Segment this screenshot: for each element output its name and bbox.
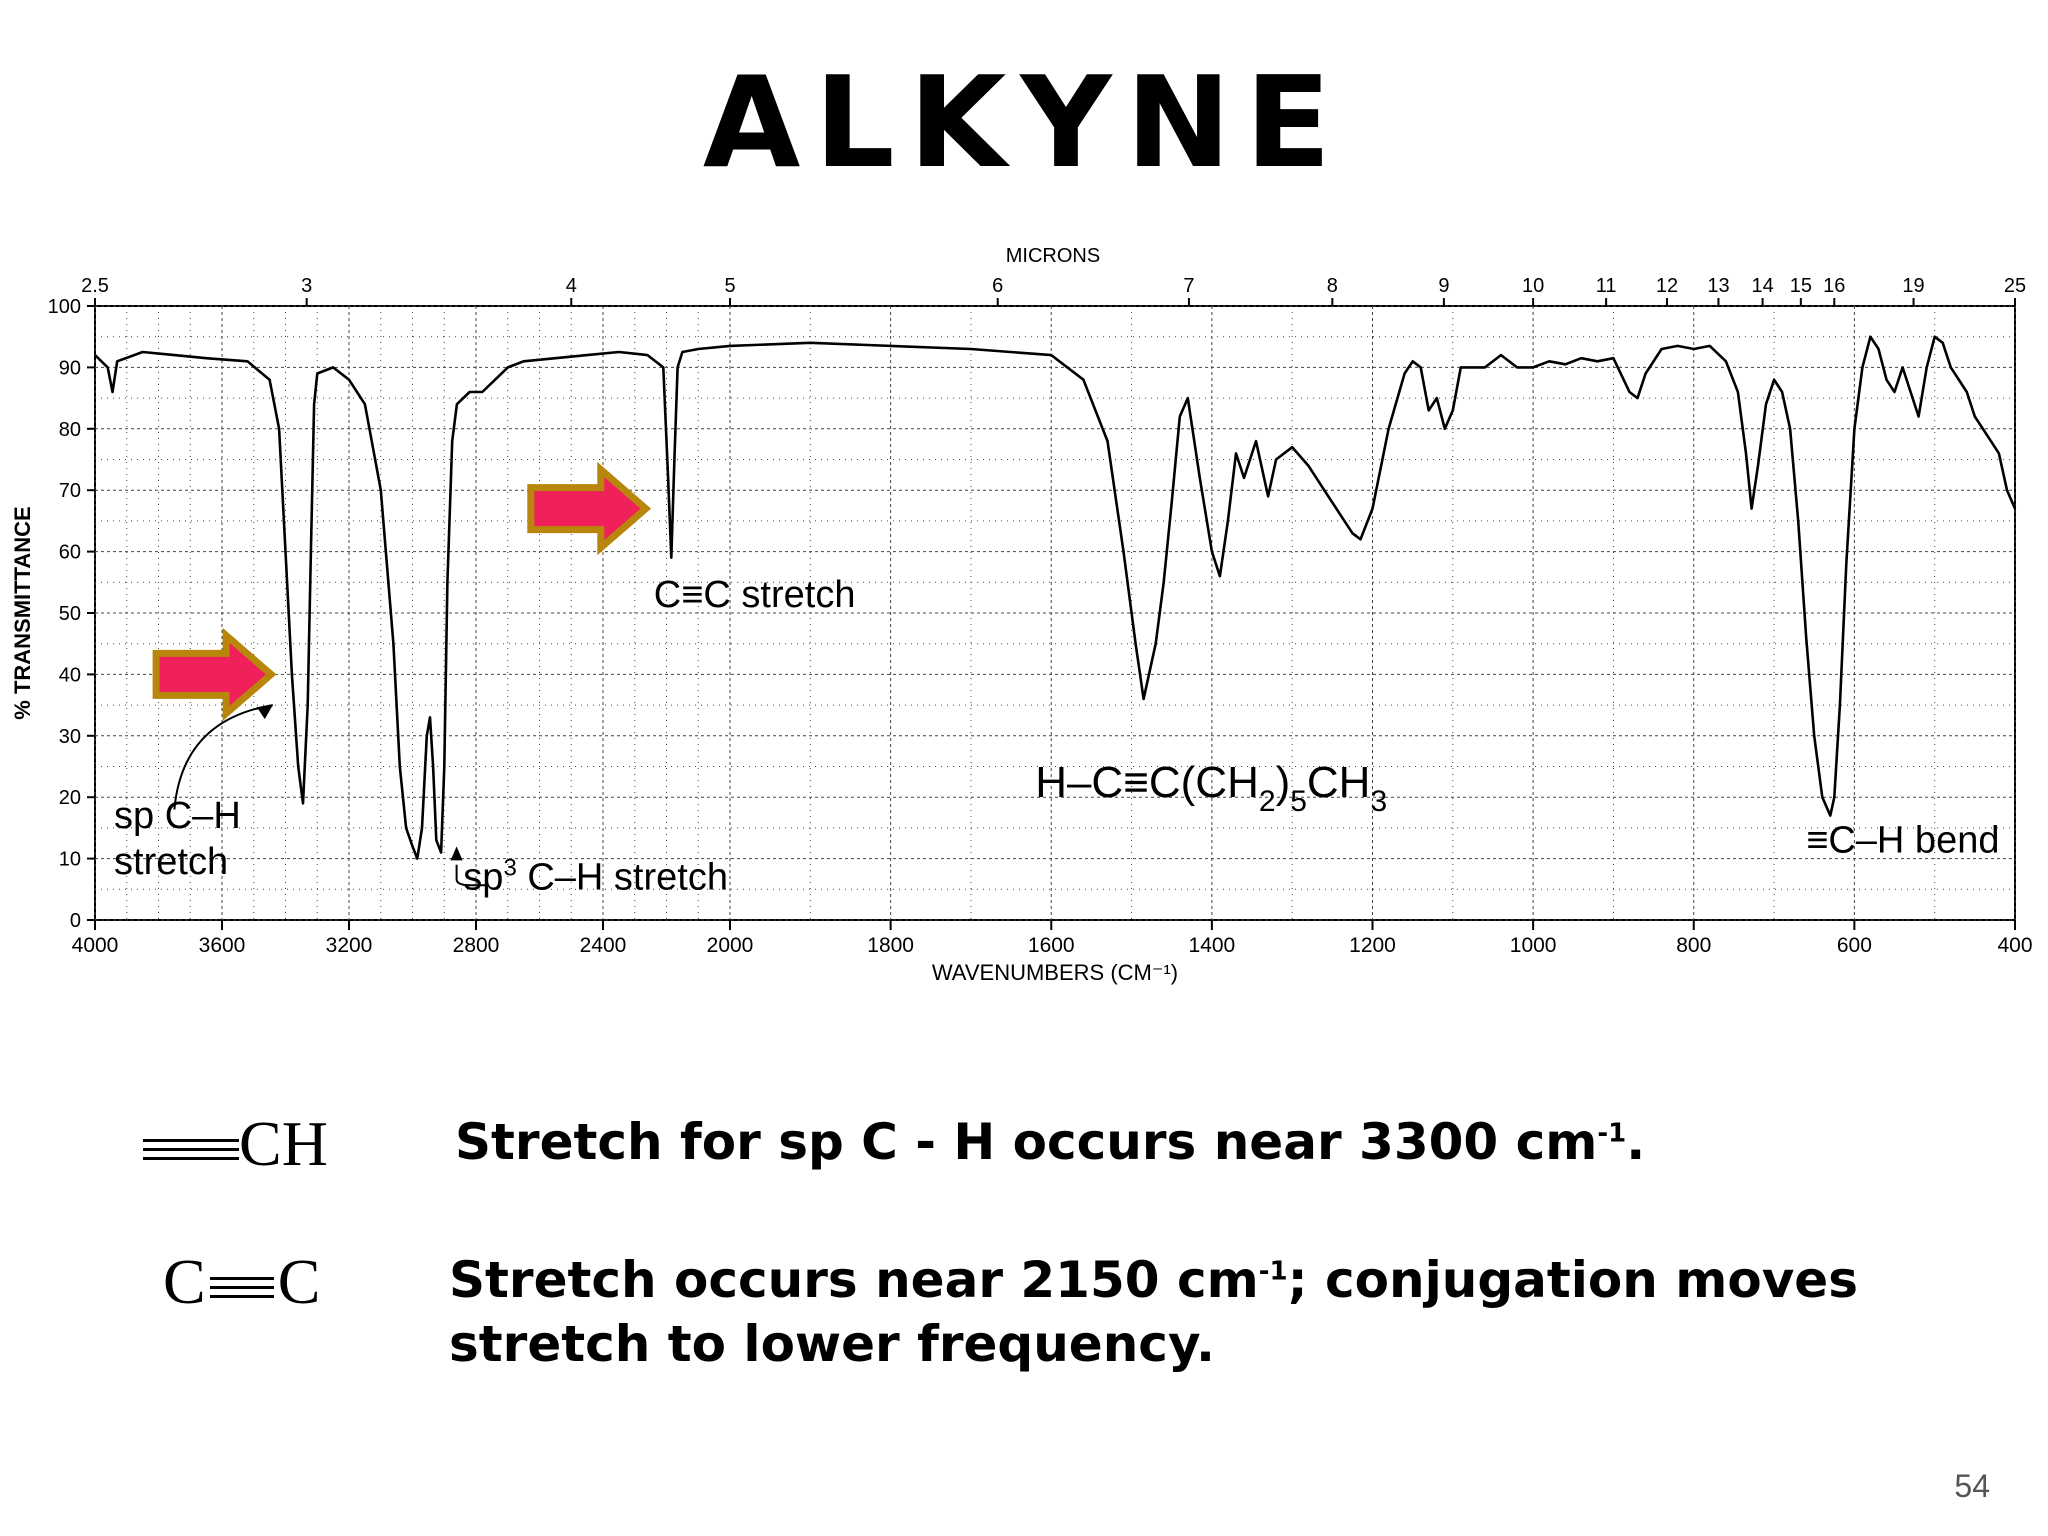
terminal-alkyne-symbol: CH <box>143 1112 328 1176</box>
ch-symbol-text: CH <box>239 1108 328 1179</box>
sp3-annotation: sp3 C–H stretch <box>463 854 728 898</box>
micron-tick-label: 16 <box>1823 275 1845 297</box>
micron-tick-label: 12 <box>1656 275 1678 297</box>
sp-ch-description: Stretch for sp C - H occurs near 3300 cm… <box>455 1113 1646 1171</box>
x-tick-label: 1800 <box>867 934 914 957</box>
micron-tick-label: 25 <box>2004 275 2026 297</box>
y-axis-label: % TRANSMITTANCE <box>10 506 35 719</box>
peak-annotation: sp C–H <box>114 795 241 837</box>
highlight-arrow-icon <box>527 461 652 556</box>
sp-ch-pointer <box>173 704 273 810</box>
x-tick-label: 1600 <box>1028 934 1075 957</box>
y-tick-label: 10 <box>59 849 81 871</box>
c-right-text: C <box>277 1246 321 1317</box>
triple-bond-icon <box>143 1137 239 1163</box>
x-tick-label: 2400 <box>580 934 627 957</box>
x-tick-label: 800 <box>1676 934 1711 957</box>
micron-tick-label: 8 <box>1327 275 1338 297</box>
x-tick-label: 400 <box>1997 934 2032 957</box>
x-tick-label: 1200 <box>1349 934 1396 957</box>
x-tick-label: 3200 <box>326 934 373 957</box>
sp3-bracket <box>455 864 486 887</box>
sp3-pointer-arrow <box>450 846 463 861</box>
micron-tick-label: 3 <box>301 275 312 297</box>
y-tick-label: 80 <box>59 419 81 441</box>
y-tick-label: 50 <box>59 603 81 625</box>
peak-annotation: C≡C stretch <box>654 574 856 616</box>
x-tick-label: 1400 <box>1189 934 1236 957</box>
micron-tick-label: 19 <box>1902 275 1924 297</box>
x-tick-label: 3600 <box>199 934 246 957</box>
x-tick-label: 1000 <box>1510 934 1557 957</box>
micron-tick-label: 9 <box>1438 275 1449 297</box>
x-tick-label: 4000 <box>72 934 119 957</box>
spectrum-line <box>94 335 2017 860</box>
micron-tick-label: 15 <box>1790 275 1812 297</box>
y-tick-label: 0 <box>70 910 81 932</box>
y-tick-label: 30 <box>59 726 81 748</box>
micron-tick-label: 14 <box>1751 275 1773 297</box>
y-tick-label: 100 <box>48 296 81 318</box>
molecule-formula: H–C≡C(CH2)5CH3 <box>1035 758 1387 818</box>
sp-ch-arrowhead <box>256 705 273 720</box>
c-left-text: C <box>163 1246 206 1317</box>
x-tick-label: 600 <box>1837 934 1872 957</box>
y-tick-label: 60 <box>59 542 81 564</box>
micron-tick-label: 7 <box>1183 275 1194 297</box>
slide-title: ALKYNE <box>702 49 1346 196</box>
highlight-arrow-icon <box>152 627 277 722</box>
micron-tick-label: 4 <box>566 275 577 297</box>
y-tick-label: 20 <box>59 787 81 809</box>
micron-tick-label: 6 <box>992 275 1003 297</box>
x-tick-label: 2800 <box>453 934 500 957</box>
peak-annotation: stretch <box>114 841 228 883</box>
grid-lines <box>94 305 2016 921</box>
y-tick-label: 70 <box>59 480 81 502</box>
y-tick-label: 90 <box>59 357 81 379</box>
micron-tick-label: 11 <box>1596 275 1617 297</box>
micron-tick-label: 5 <box>724 275 735 297</box>
triple-bond-icon <box>209 1275 274 1301</box>
page-number: 54 <box>1954 1468 1990 1504</box>
x-axis-label: WAVENUMBERS (CM⁻¹) <box>932 960 1178 985</box>
x-tick-label: 2000 <box>707 934 754 957</box>
y-tick-label: 40 <box>59 664 81 686</box>
micron-tick-label: 13 <box>1707 275 1729 297</box>
micron-tick-label: 2.5 <box>81 275 109 297</box>
ir-spectrum-chart: 0 10 20 30 40 50 60 70 80 90 100 % TRANSMITTANCE 400… <box>10 245 2033 985</box>
micron-tick-label: 10 <box>1522 275 1544 297</box>
peak-annotation: ≡C–H bend <box>1806 819 1999 861</box>
cc-stretch-description: Stretch occurs near 2150 cm-1; conjugati… <box>449 1251 1858 1373</box>
top-axis-label: MICRONS <box>1006 245 1100 267</box>
